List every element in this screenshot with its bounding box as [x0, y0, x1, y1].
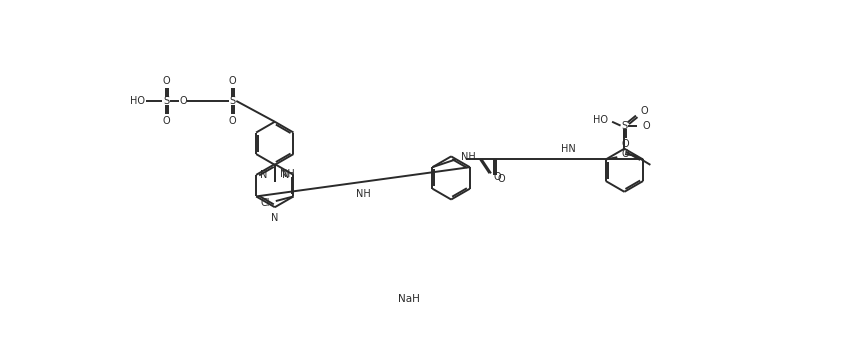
Text: N: N — [271, 213, 278, 222]
Text: Cl: Cl — [261, 198, 271, 208]
Text: O: O — [621, 139, 629, 149]
Text: HO: HO — [129, 96, 145, 106]
Text: N: N — [260, 170, 267, 180]
Text: O: O — [163, 116, 170, 126]
Text: NH: NH — [356, 189, 370, 199]
Text: O: O — [641, 106, 648, 116]
Text: S: S — [621, 121, 627, 131]
Text: O: O — [229, 116, 237, 126]
Text: O: O — [494, 172, 501, 182]
Text: O: O — [622, 149, 630, 159]
Text: O: O — [229, 76, 237, 86]
Text: O: O — [497, 174, 505, 184]
Text: NaH: NaH — [398, 294, 420, 304]
Text: NH: NH — [461, 152, 476, 162]
Text: HO: HO — [593, 115, 608, 125]
Text: S: S — [230, 96, 236, 106]
Text: NH: NH — [280, 169, 295, 179]
Text: HN: HN — [561, 144, 576, 154]
Text: O: O — [180, 96, 187, 106]
Text: S: S — [163, 96, 169, 106]
Text: N: N — [283, 170, 289, 180]
Text: O: O — [163, 76, 170, 86]
Text: O: O — [643, 121, 649, 131]
